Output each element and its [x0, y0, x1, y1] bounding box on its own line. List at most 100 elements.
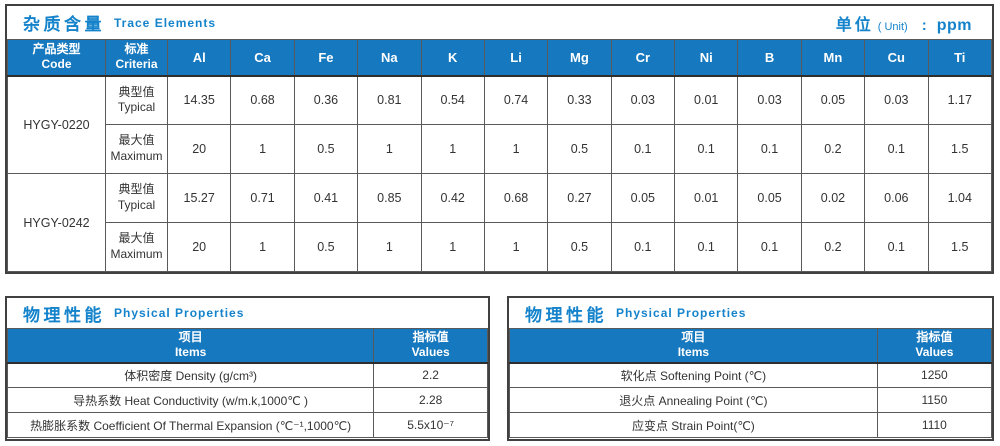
criteria-zh: 最大值 [118, 231, 155, 246]
trace-value-cell: 0.81 [357, 75, 422, 125]
criteria-en: Typical [117, 198, 156, 212]
col-header-items-en: Items [677, 345, 710, 360]
trace-value-cell: 20 [166, 124, 232, 174]
col-header-criteria: 标准 Criteria [105, 39, 168, 77]
criteria-cell: 最大值 Maximum [105, 222, 168, 272]
trace-value-cell: 0.74 [483, 75, 549, 125]
trace-value-cell: 0.27 [547, 173, 612, 223]
unit-label: 单位 ( Unit) : ppm [836, 11, 972, 35]
table-row-0242-typical: HYGY-0242 典型值 Typical 15.27 0.71 0.41 0.… [7, 173, 992, 272]
col-header-values: 指标值 Values [876, 328, 992, 364]
col-header-values: 指标值 Values [373, 328, 488, 364]
table-row-strain-point: 应变点 Strain Point(℃) 1110 [509, 412, 992, 438]
item-cell: 退火点 Annealing Point (℃) [509, 387, 878, 413]
trace-value-cell: 0.2 [800, 222, 866, 272]
col-header-code-zh: 产品类型 [32, 41, 81, 56]
col-header-element-b: B [737, 39, 802, 77]
trace-value-cell: 0.1 [737, 124, 802, 174]
trace-value-cell: 0.1 [673, 124, 739, 174]
value-cell: 1110 [876, 412, 992, 438]
trace-value-cell: 0.54 [420, 75, 485, 125]
table-row-softening-point: 软化点 Softening Point (℃) 1250 [509, 362, 992, 388]
trace-value-cell: 0.41 [293, 173, 359, 223]
col-header-items: 项目 Items [509, 328, 878, 364]
col-header-element-ti: Ti [927, 39, 992, 77]
trace-value-cell: 0.06 [864, 173, 929, 223]
criteria-en: Typical [117, 100, 156, 115]
criteria-cell: 最大值 Maximum [105, 124, 168, 174]
table-row-0220-typical: HYGY-0220 典型值 Typical 14.35 0.68 0.36 0.… [7, 75, 992, 174]
col-header-values-zh: 指标值 [916, 329, 953, 344]
trace-value-cell: 1 [230, 222, 295, 272]
col-header-element-mg: Mg [547, 39, 612, 77]
trace-elements-table: 产品类型 Code 标准 Criteria Al Ca Fe Na K Li M… [7, 39, 992, 272]
physical-left-title-bar: 物理性能 Physical Properties [7, 298, 488, 328]
table-row-density: 体积密度 Density (g/cm³) 2.2 [7, 362, 488, 388]
trace-value-cell: 0.1 [864, 124, 929, 174]
trace-value-cell: 1.5 [927, 124, 992, 174]
unit-value: ppm [936, 16, 972, 34]
trace-value-cell: 0.01 [673, 173, 739, 223]
item-cell: 热膨胀系数 Coefficient Of Thermal Expansion (… [7, 412, 375, 438]
physical-properties-panel-right: 物理性能 Physical Properties 项目 Items 指标值 Va… [507, 296, 994, 441]
unit-colon: : [921, 16, 927, 34]
col-header-items-zh: 项目 [681, 329, 706, 344]
trace-value-cell: 1.17 [927, 75, 992, 125]
physical-left-table: 项目 Items 指标值 Values 体积密度 Density (g/cm³)… [7, 328, 488, 438]
trace-value-cell: 1 [357, 222, 422, 272]
col-header-element-al: Al [166, 39, 232, 77]
trace-value-cell: 0.68 [230, 75, 295, 125]
physical-right-title-en: Physical Properties [616, 306, 747, 320]
trace-value-cell: 1 [357, 124, 422, 174]
trace-value-cell: 20 [166, 222, 232, 272]
col-header-element-ni: Ni [673, 39, 739, 77]
trace-value-cell: 0.5 [293, 222, 359, 272]
col-header-criteria-zh: 标准 [124, 41, 149, 56]
trace-value-cell: 0.42 [420, 173, 485, 223]
value-cell: 1150 [876, 387, 992, 413]
criteria-en: Maximum [110, 247, 163, 261]
value-cell: 2.28 [373, 387, 488, 413]
trace-value-cell: 0.68 [483, 173, 549, 223]
trace-value-cell: 0.1 [610, 124, 676, 174]
trace-value-cell: 0.85 [357, 173, 422, 223]
col-header-items: 项目 Items [7, 328, 375, 364]
physical-left-title-zh: 物理性能 [23, 305, 105, 325]
trace-value-cell: 0.2 [800, 124, 866, 174]
trace-value-cell: 0.05 [737, 173, 802, 223]
col-header-element-cu: Cu [864, 39, 929, 77]
col-header-element-cr: Cr [610, 39, 676, 77]
trace-value-cell: 0.5 [547, 124, 612, 174]
value-cell: 5.5x10⁻⁷ [373, 412, 488, 438]
col-header-element-fe: Fe [293, 39, 359, 77]
physical-left-title-en: Physical Properties [114, 306, 245, 320]
col-header-values-zh: 指标值 [412, 329, 449, 344]
table-row-0220-maximum: 最大值 Maximum 20 1 0.5 1 1 1 0.5 0.1 0.1 0… [8, 124, 992, 174]
trace-value-cell: 0.5 [293, 124, 359, 174]
table-row-0242-maximum: 最大值 Maximum 20 1 0.5 1 1 1 0.5 0.1 0.1 0… [8, 222, 992, 272]
trace-value-cell: 1 [420, 124, 485, 174]
col-header-items-zh: 项目 [178, 329, 203, 344]
table-row-annealing-point: 退火点 Annealing Point (℃) 1150 [509, 387, 992, 413]
trace-value-cell: 0.5 [547, 222, 612, 272]
criteria-zh: 典型值 [118, 84, 155, 99]
trace-value-cell: 0.71 [230, 173, 295, 223]
trace-value-cell: 0.03 [737, 75, 802, 125]
col-header-element-ca: Ca [230, 39, 295, 77]
table-row-heat-conductivity: 导热系数 Heat Conductivity (w/m.k,1000℃ ) 2.… [7, 387, 488, 413]
trace-title-zh: 杂质含量 [23, 15, 105, 34]
trace-value-cell: 0.03 [610, 75, 676, 125]
physical-right-table: 项目 Items 指标值 Values 软化点 Softening Point … [509, 328, 992, 438]
trace-value-cell: 0.1 [737, 222, 802, 272]
trace-value-cell: 1.04 [927, 173, 992, 223]
col-header-criteria-en: Criteria [115, 57, 158, 72]
item-cell: 应变点 Strain Point(℃) [509, 412, 878, 438]
product-code-cell: HYGY-0220 [7, 75, 106, 174]
trace-elements-panel: 杂质含量 Trace Elements 单位 ( Unit) : ppm 产品类… [5, 4, 994, 274]
trace-value-cell: 1 [230, 124, 295, 174]
item-cell: 体积密度 Density (g/cm³) [7, 362, 375, 388]
col-header-values-en: Values [915, 345, 954, 360]
trace-value-cell: 0.36 [293, 75, 359, 125]
trace-value-cell: 0.1 [864, 222, 929, 272]
col-header-element-li: Li [483, 39, 549, 77]
